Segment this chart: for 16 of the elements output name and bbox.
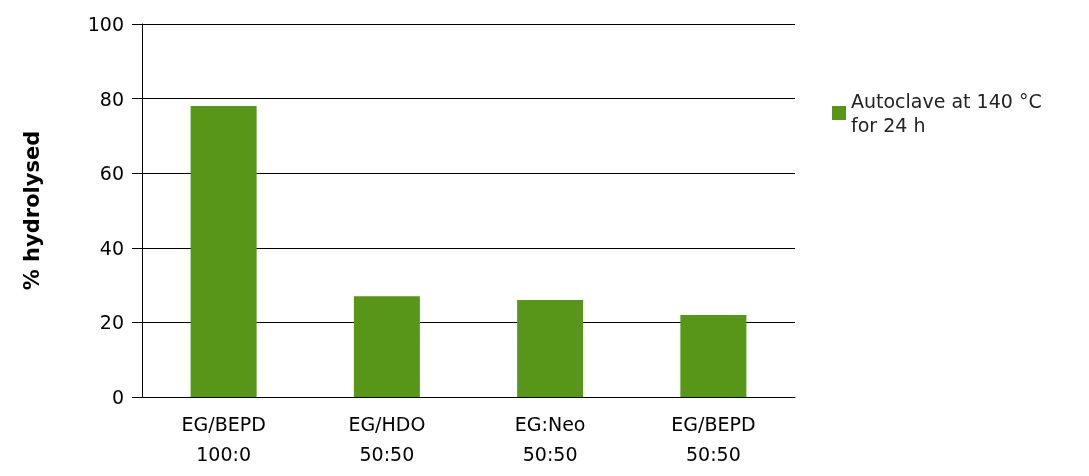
x-tick-label: EG/HDO 50:50	[348, 413, 426, 465]
x-tick-label: EG:Neo 50:50	[514, 413, 586, 465]
y-tick-label: 0	[111, 386, 124, 408]
y-tick-label: 80	[99, 87, 124, 110]
y-tick-label: 20	[99, 311, 124, 334]
y-tick-label: 40	[99, 236, 124, 259]
legend-label: Autoclave at 140 °C for 24 h	[851, 90, 1048, 136]
y-tick-label: 60	[99, 162, 124, 185]
y-axis-title: % hydrolysed	[19, 130, 44, 291]
x-tick-label: EG/BEPD 50:50	[671, 413, 756, 465]
bar	[353, 296, 420, 397]
x-tick-label: EG/BEPD 100:0	[181, 413, 266, 465]
bar	[190, 106, 257, 397]
bar	[680, 314, 747, 397]
bar	[517, 300, 584, 397]
y-tick-label: 100	[87, 13, 124, 35]
